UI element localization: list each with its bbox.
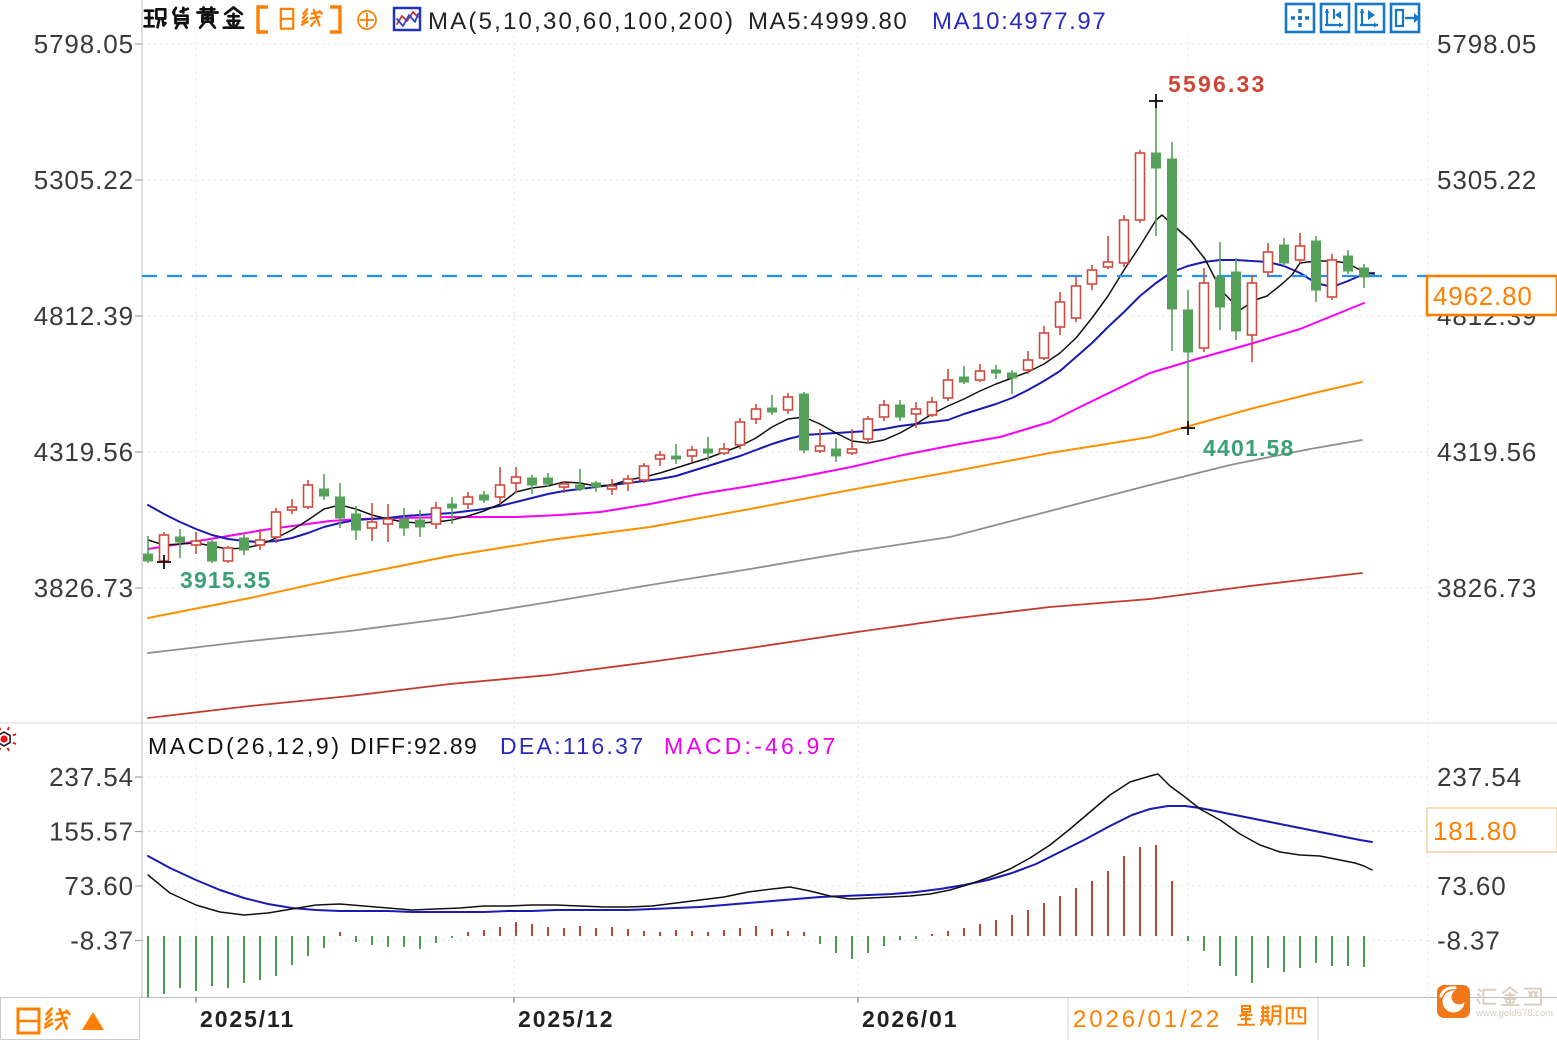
svg-text:2025/11: 2025/11 xyxy=(200,1006,295,1032)
svg-text:3915.35: 3915.35 xyxy=(180,567,272,593)
svg-text:5305.22: 5305.22 xyxy=(34,165,134,195)
svg-text:5798.05: 5798.05 xyxy=(1437,29,1537,59)
svg-text:www.gold678.com: www.gold678.com xyxy=(1475,1008,1553,1019)
svg-text:2026/01/22: 2026/01/22 xyxy=(1073,1006,1222,1033)
svg-text:MACD:-46.97: MACD:-46.97 xyxy=(664,733,839,759)
svg-text:5596.33: 5596.33 xyxy=(1168,71,1267,97)
svg-text:237.54: 237.54 xyxy=(49,762,134,792)
svg-text:73.60: 73.60 xyxy=(1437,871,1507,901)
svg-text:DEA:116.37: DEA:116.37 xyxy=(500,733,645,759)
svg-text:4319.56: 4319.56 xyxy=(34,437,134,467)
svg-text:DIFF:92.89: DIFF:92.89 xyxy=(350,733,478,759)
svg-text:155.57: 155.57 xyxy=(49,817,134,847)
svg-text:3826.73: 3826.73 xyxy=(34,573,134,603)
svg-text:181.80: 181.80 xyxy=(1433,816,1517,846)
svg-text:4319.56: 4319.56 xyxy=(1437,437,1537,467)
svg-text:-8.37: -8.37 xyxy=(1437,926,1501,956)
svg-text:MA10:4977.97: MA10:4977.97 xyxy=(932,8,1107,35)
svg-text:2026/01: 2026/01 xyxy=(862,1006,958,1032)
svg-text:4401.58: 4401.58 xyxy=(1203,435,1295,461)
svg-text:2025/12: 2025/12 xyxy=(518,1006,614,1032)
svg-text:4962.80: 4962.80 xyxy=(1433,281,1533,311)
svg-text:MA5:4999.80: MA5:4999.80 xyxy=(748,8,908,35)
svg-text:5305.22: 5305.22 xyxy=(1437,165,1537,195)
svg-text:MACD(26,12,9): MACD(26,12,9) xyxy=(148,733,342,759)
svg-text:73.60: 73.60 xyxy=(64,871,134,901)
svg-text:5798.05: 5798.05 xyxy=(34,29,134,59)
svg-text:4812.39: 4812.39 xyxy=(34,301,134,331)
svg-text:3826.73: 3826.73 xyxy=(1437,573,1537,603)
svg-text:237.54: 237.54 xyxy=(1437,762,1522,792)
svg-text:MA(5,10,30,60,100,200): MA(5,10,30,60,100,200) xyxy=(428,8,735,35)
svg-text:-8.37: -8.37 xyxy=(70,926,134,956)
